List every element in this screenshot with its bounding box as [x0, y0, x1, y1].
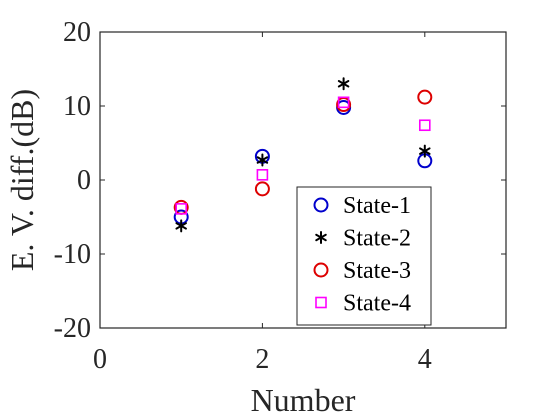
legend-label-3: State-3: [343, 258, 411, 284]
x-tick-label: 4: [418, 344, 432, 375]
legend-marker-2: [315, 231, 327, 244]
y-tick-label: 10: [63, 91, 91, 122]
data-point-series-2: [175, 219, 187, 233]
data-point-series-4: [256, 169, 269, 181]
legend-marker-1: [313, 197, 329, 213]
data-point-series-2: [337, 77, 350, 91]
legend: State-1 State-2 State-3 State-4: [296, 186, 432, 326]
data-point-series-3: [417, 89, 433, 105]
legend-label-1: State-1: [343, 193, 411, 219]
y-axis-label: E. V. diff.(dB): [4, 89, 40, 271]
legend-marker-3: [313, 262, 329, 278]
legend-marker-4: [315, 296, 327, 309]
data-point-series-2: [256, 153, 269, 167]
data-point-series-3: [254, 181, 270, 197]
x-tick-label: 0: [93, 344, 107, 375]
data-point-series-2: [419, 144, 431, 158]
y-tick-label: -10: [54, 239, 91, 270]
data-point-series-4: [175, 203, 187, 215]
y-tick-label: -20: [54, 313, 91, 344]
data-point-series-4: [418, 119, 431, 132]
legend-label-2: State-2: [343, 226, 411, 252]
x-axis-label: Number: [251, 382, 356, 418]
tick-labels: 0 2 4 -20 -10 0 10 20: [54, 17, 432, 375]
data-point-series-4: [337, 96, 350, 109]
legend-label-4: State-4: [343, 291, 411, 317]
x-tick-label: 2: [255, 344, 269, 375]
y-tick-label: 0: [77, 165, 91, 196]
legend-box: [296, 186, 432, 326]
y-tick-label: 20: [63, 17, 91, 48]
data-points: [173, 77, 433, 233]
